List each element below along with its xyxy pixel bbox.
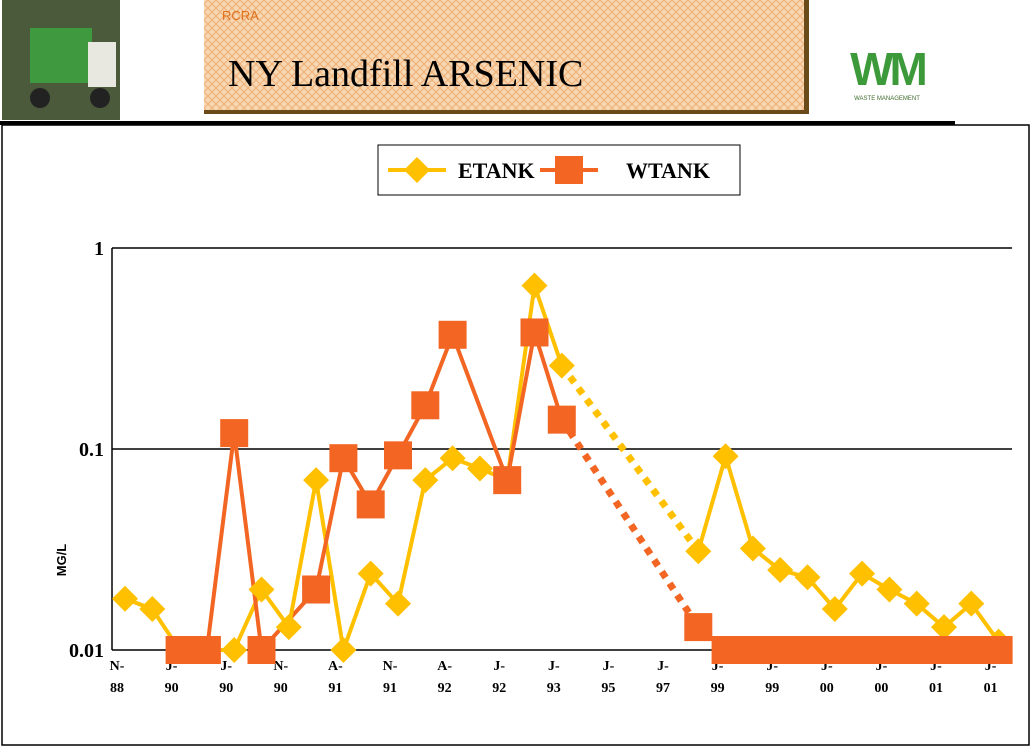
marker [738,636,767,664]
marker [192,636,221,664]
x-tick-label: A-91 [328,659,343,696]
marker [521,272,548,299]
marker [821,595,848,622]
header: RCRA NY Landfill ARSENIC WM WASTE MANAGE… [0,0,955,125]
chart-frame [1,124,1030,746]
x-tick-label: J-01 [929,659,943,696]
gap-connector [558,417,702,630]
marker [357,560,384,587]
legend-label: WTANK [626,158,710,183]
x-tick-label: J-99 [765,659,779,696]
marker [330,637,357,663]
wheel [90,88,110,108]
marker [930,636,958,664]
x-tick-label: J-97 [656,659,670,696]
marker [767,557,794,584]
marker [275,614,302,641]
truck-body [30,28,92,83]
marker [931,614,957,641]
marker [555,156,583,184]
x-tick-label: N-88 [110,659,125,696]
marker [439,445,466,472]
marker [848,636,877,664]
x-tick-label: J-90 [219,659,233,696]
logo-caption: WASTE MANAGEMENT [854,96,920,102]
marker [221,637,248,663]
x-tick-label: A-92 [437,659,452,696]
marker [302,575,331,604]
x-tick-label: J-01 [984,659,998,696]
marker [766,636,795,664]
marker [384,441,412,470]
x-tick-label: N-90 [273,659,288,696]
gap-connector [558,363,702,554]
marker [493,466,522,495]
marker [820,636,849,664]
marker [794,564,821,591]
marker [902,636,931,664]
panel-shadow [804,0,809,114]
marker [248,576,275,603]
x-tick-label: J-99 [711,659,725,696]
truck-cab [88,42,116,87]
title-panel [204,0,804,112]
marker [712,443,739,470]
marker [139,595,166,622]
y-tick-label: 1 [94,238,104,260]
marker [385,590,411,617]
marker [404,157,430,183]
marker [112,585,138,612]
y-axis-label: MG/L [54,544,69,577]
marker [548,352,575,379]
marker [711,636,740,664]
marker [685,538,712,565]
header-rule [0,121,955,125]
marker [466,455,493,482]
marker [958,590,985,617]
marker [412,467,439,494]
legend-label: ETANK [458,158,535,183]
marker [876,576,903,603]
logo: WM [850,43,925,95]
marker [411,391,440,420]
marker [303,467,330,494]
x-tick-label: J-95 [601,659,615,696]
marker [520,318,549,347]
x-tick-label: J-92 [492,659,506,696]
marker [739,535,766,562]
marker [793,636,822,664]
x-tick-label: J-00 [874,659,888,696]
marker [875,636,904,664]
y-tick-label: 0.1 [79,439,104,461]
marker [849,560,876,587]
line-connector [450,334,510,481]
slide-title: NY Landfill ARSENIC [228,53,583,95]
marker [329,444,358,473]
x-tick-label: J-90 [165,659,179,696]
marker [165,636,194,664]
marker [684,613,713,642]
x-tick-label: J-00 [820,659,834,696]
marker [247,636,276,664]
marker [984,636,1013,664]
marker [957,636,986,664]
marker [547,405,576,434]
plot: 0.01 0.1 1 N-88 J-90 J-90 N-90 A-91 N-91 A-92 J-92… [69,156,1013,696]
marker [438,320,467,349]
series-line [179,331,999,652]
panel-shadow [204,110,809,114]
marker [356,490,385,519]
x-tick-label: J-93 [547,659,561,696]
x-tick-label: N-91 [383,659,398,696]
wheel [30,88,50,108]
marker [903,590,930,617]
header-label: RCRA [222,8,259,23]
marker [220,419,249,448]
y-tick-label: 0.01 [69,640,104,662]
